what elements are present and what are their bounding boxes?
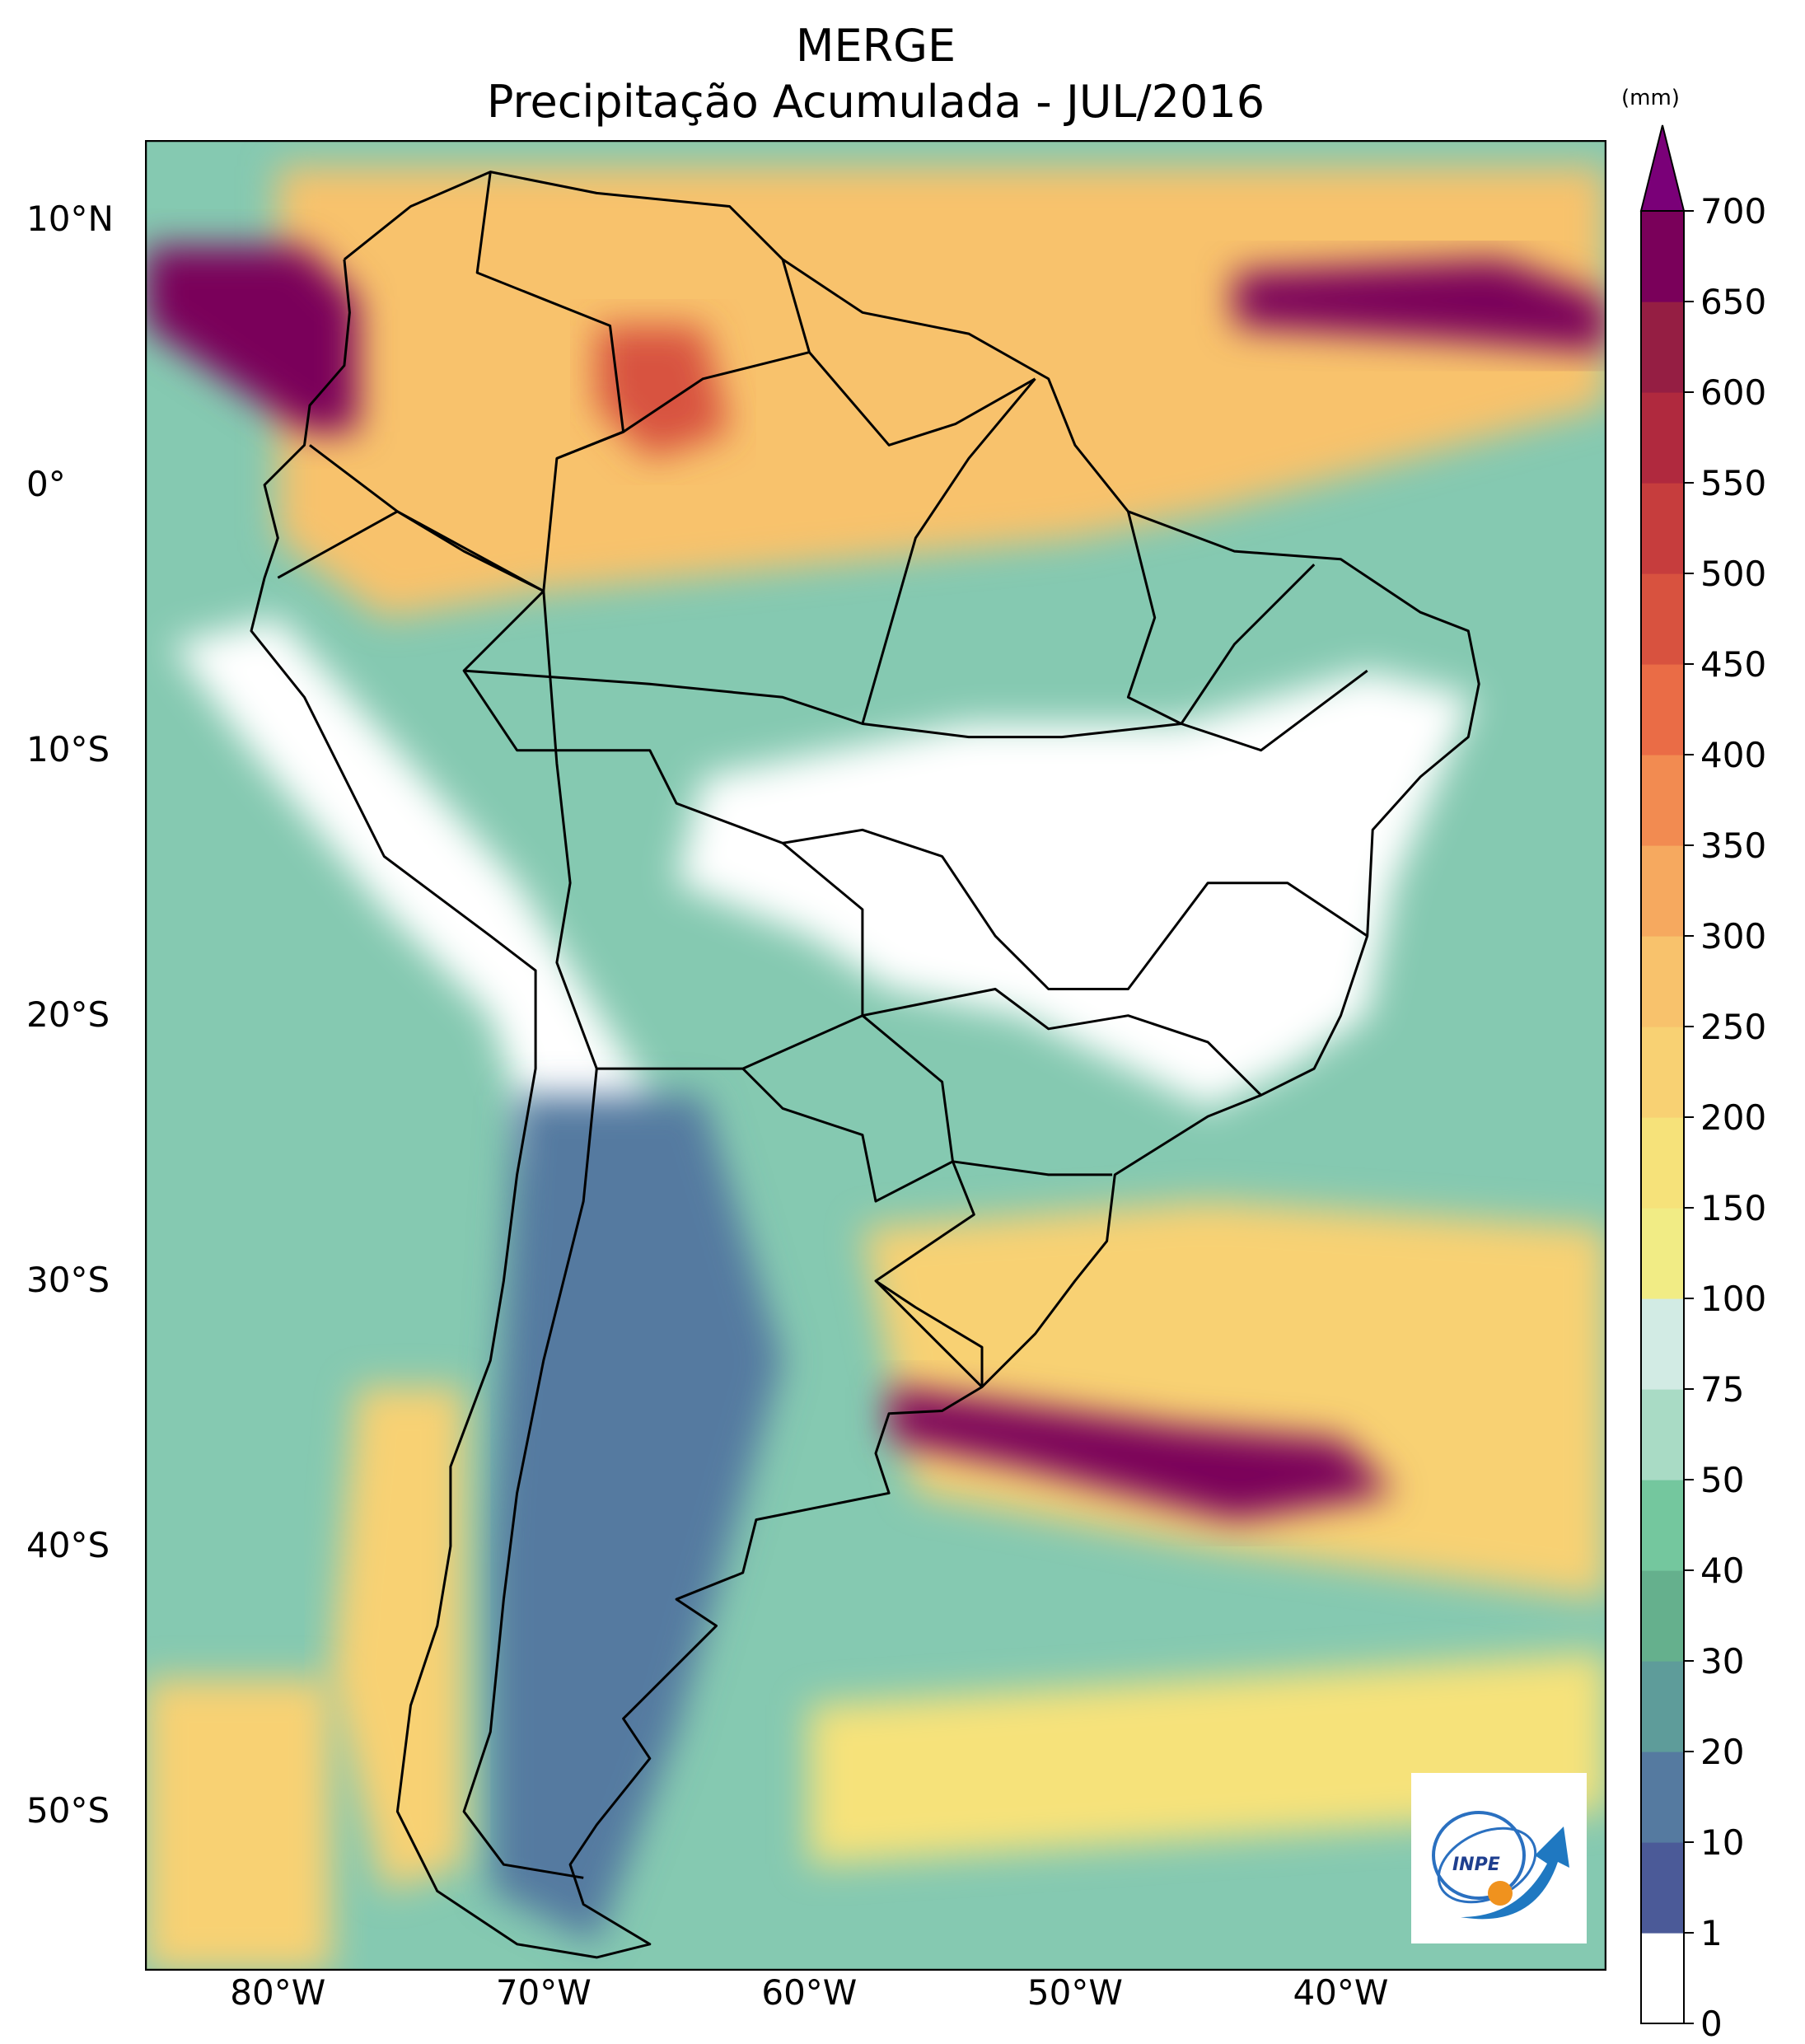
colorbar-segment	[1641, 211, 1684, 302]
colorbar-label: 200	[1700, 1097, 1766, 1138]
region-northwest-coast-maximum	[145, 246, 358, 433]
colorbar-label: 75	[1700, 1369, 1744, 1410]
colorbar-label: 500	[1700, 554, 1766, 594]
border-colombia-venezuela-border	[475, 171, 625, 460]
colorbar-label: 700	[1700, 191, 1766, 232]
colorbar-segment	[1641, 1298, 1684, 1390]
colorbar-segment	[1641, 1480, 1684, 1571]
colorbar-segment	[1641, 936, 1684, 1027]
lat-tick-label: 10°N	[26, 198, 114, 239]
border-paraguay-border	[741, 1068, 954, 1203]
region-atlantic-itcz-maximum	[1234, 259, 1606, 353]
colorbar-segment	[1641, 392, 1684, 484]
lon-tick-label: 70°W	[495, 1972, 592, 2013]
inpe-logo: INPE	[1411, 1773, 1587, 1943]
colorbar-extend-arrow	[1639, 124, 1686, 212]
lon-tick-label: 60°W	[761, 1972, 858, 2013]
border-brazil-states-far-south	[952, 1160, 1113, 1176]
colorbar-segment	[1641, 1661, 1684, 1752]
lat-tick-label: 30°S	[26, 1259, 110, 1300]
region-amazon-center-maximum	[596, 325, 730, 459]
colorbar-segment	[1641, 1752, 1684, 1843]
colorbar-label: 600	[1700, 372, 1766, 413]
colorbar-label: 20	[1700, 1732, 1744, 1772]
region-southern-ocean-band	[809, 1652, 1606, 1865]
colorbar-label: 300	[1700, 916, 1766, 957]
colorbar-label: 450	[1700, 644, 1766, 685]
colorbar-label: 100	[1700, 1279, 1766, 1319]
colorbar-label: 150	[1700, 1188, 1766, 1228]
region-patagonia-low	[490, 1095, 783, 1944]
colorbar-segment	[1641, 664, 1684, 755]
map-subtitle: Precipitação Acumulada - JUL/2016	[486, 76, 1265, 128]
region-central-brazil-dry	[676, 671, 1474, 1109]
lat-tick-label: 50°S	[26, 1789, 110, 1831]
colorbar-segment	[1641, 1208, 1684, 1299]
region-far-south-pacific	[145, 1678, 331, 1971]
colorbar-segment	[1641, 755, 1684, 846]
border-brazil-states-north	[862, 669, 1368, 752]
region-south-atlantic-band	[862, 1201, 1606, 1600]
lat-tick-label: 0°	[26, 463, 66, 504]
border-colombia-ecuador-peru-border	[309, 444, 545, 592]
border-brazil-states-amazon	[463, 377, 1036, 725]
border-brazil-states-south	[862, 988, 1262, 1097]
colorbar-segment	[1641, 845, 1684, 937]
colorbar-label: 0	[1700, 2004, 1723, 2043]
colorbar-label: 550	[1700, 463, 1766, 503]
colorbar-segment	[1641, 1027, 1684, 1118]
border-andes-borders	[277, 510, 863, 1070]
colorbar-label: 650	[1700, 282, 1766, 322]
colorbar-label: 250	[1700, 1007, 1766, 1047]
border-guianas-borders	[781, 259, 1036, 447]
lat-tick-label: 40°S	[26, 1524, 110, 1565]
lat-tick-label: 10°S	[26, 728, 110, 769]
lat-tick-label: 20°S	[26, 994, 110, 1035]
precipitation-map	[145, 140, 1606, 1971]
lon-tick-label: 40°W	[1293, 1972, 1389, 2013]
border-chile-argentina-border	[462, 1068, 598, 1879]
inpe-logo-text: INPE	[1452, 1855, 1500, 1875]
region-chile-coast-band	[330, 1387, 465, 1892]
colorbar-label: 1	[1700, 1913, 1723, 1953]
colorbar-segment	[1641, 1570, 1684, 1662]
colorbar-label: 50	[1700, 1460, 1744, 1500]
lon-tick-label: 50°W	[1026, 1972, 1123, 2013]
colorbar-segment	[1641, 302, 1684, 393]
map-frame	[145, 140, 1606, 1971]
colorbar-label: 30	[1700, 1641, 1744, 1682]
map-title: MERGE	[795, 20, 956, 72]
border-uruguay-border	[875, 1279, 984, 1387]
colorbar-segment	[1641, 1933, 1684, 2024]
colorbar-segment	[1641, 1842, 1684, 1934]
colorbar-label: 400	[1700, 735, 1766, 775]
region-andes-dry	[171, 617, 650, 1202]
colorbar-segment	[1641, 573, 1684, 665]
colorbar-label: 10	[1700, 1822, 1744, 1863]
colorbar-unit: (mm)	[1621, 86, 1680, 110]
lon-tick-label: 80°W	[230, 1972, 326, 2013]
colorbar-label: 40	[1700, 1551, 1744, 1591]
border-brazil-states-central	[782, 828, 1368, 990]
colorbar-label: 350	[1700, 826, 1766, 866]
border-south-america-coastline	[250, 171, 1480, 1959]
colorbar-segment	[1641, 483, 1684, 574]
colorbar: 0 1 10 20 30 40 50 75 100 150 200 250 300 350 400 450 50…	[1639, 124, 1766, 2043]
colorbar-segment	[1641, 1389, 1684, 1480]
colorbar-segment	[1641, 1117, 1684, 1209]
border-brazil-states-northeast	[1126, 511, 1316, 725]
region-south-atlantic-maximum	[889, 1387, 1394, 1520]
